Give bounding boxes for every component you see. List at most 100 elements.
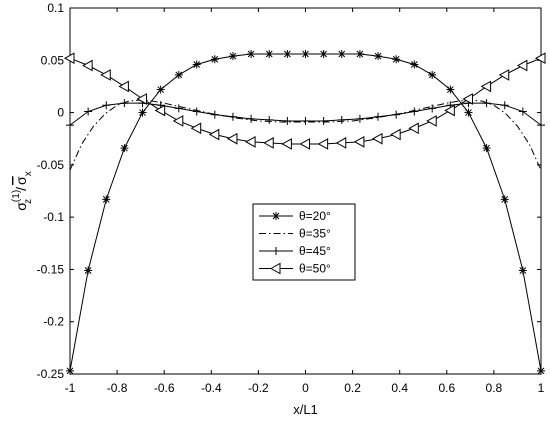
series-3 bbox=[66, 99, 545, 130]
plot-frame bbox=[69, 7, 542, 375]
data-point bbox=[408, 122, 419, 135]
x-axis-label: x/L1 bbox=[293, 402, 318, 417]
x-tick-label: 0.8 bbox=[486, 381, 503, 395]
data-point bbox=[500, 195, 509, 204]
data-point bbox=[102, 195, 111, 204]
data-point bbox=[265, 115, 274, 124]
data-point bbox=[100, 69, 111, 81]
data-point bbox=[537, 121, 545, 130]
data-point bbox=[245, 136, 256, 148]
series-line bbox=[69, 99, 542, 171]
data-point bbox=[192, 107, 201, 116]
ylabel-denominator-sub: x bbox=[23, 171, 34, 176]
data-point bbox=[498, 69, 510, 81]
x-tick-label: 0.2 bbox=[344, 381, 361, 395]
data-point bbox=[120, 144, 129, 153]
data-point bbox=[84, 107, 93, 116]
x-tick-label: -0.8 bbox=[107, 381, 128, 395]
data-point bbox=[210, 110, 219, 119]
ylabel-sup: (1) bbox=[11, 190, 22, 202]
data-point bbox=[283, 50, 292, 59]
y-tick-label: 0 bbox=[57, 106, 64, 120]
data-point bbox=[392, 55, 401, 64]
data-point bbox=[84, 266, 93, 275]
data-point bbox=[337, 115, 346, 124]
data-point bbox=[174, 70, 183, 79]
data-point bbox=[120, 99, 129, 108]
data-point bbox=[317, 138, 329, 150]
data-point bbox=[228, 112, 237, 121]
data-point bbox=[353, 136, 365, 148]
data-point bbox=[355, 50, 364, 59]
data-point bbox=[118, 80, 129, 93]
data-point bbox=[82, 59, 93, 72]
x-tick-label: 0 bbox=[302, 381, 309, 395]
data-point bbox=[410, 60, 419, 69]
legend-label: θ=50° bbox=[299, 262, 331, 276]
ylabel-sub: z bbox=[23, 199, 34, 204]
data-point bbox=[269, 262, 281, 275]
x-tick-label: 0.6 bbox=[438, 381, 455, 395]
legend-label: θ=20° bbox=[299, 209, 331, 223]
data-point bbox=[537, 366, 545, 375]
data-point bbox=[446, 85, 455, 94]
data-point bbox=[319, 50, 328, 59]
data-point bbox=[208, 128, 220, 141]
y-axis-label-text: σ(1)z/σx bbox=[11, 171, 34, 210]
data-point bbox=[172, 115, 184, 127]
data-point bbox=[410, 107, 419, 116]
series-1 bbox=[66, 50, 545, 375]
data-point bbox=[66, 366, 74, 375]
data-point bbox=[518, 266, 527, 275]
legend: θ=20° θ=35° θ=45° θ=50° bbox=[252, 203, 356, 281]
data-point bbox=[500, 101, 509, 110]
data-point bbox=[444, 104, 455, 117]
data-point bbox=[374, 112, 383, 121]
x-tick-label: -0.6 bbox=[154, 381, 175, 395]
legend-item: θ=50° bbox=[259, 262, 331, 276]
x-axis: -1 -0.8 -0.6 -0.4 -0.2 0 0.2 0.4 0.6 0.8 1 bbox=[65, 8, 545, 395]
y-axis: -0.25 -0.2 -0.15 -0.1 -0.05 0 0.05 0.1 bbox=[37, 1, 541, 381]
data-point bbox=[228, 52, 237, 61]
data-point bbox=[281, 138, 292, 150]
data-point bbox=[272, 212, 280, 220]
data-point bbox=[426, 115, 437, 127]
data-point bbox=[482, 144, 491, 153]
data-point bbox=[154, 104, 166, 117]
data-point bbox=[462, 93, 473, 105]
data-point bbox=[534, 52, 546, 65]
y-tick-label: 0.1 bbox=[47, 1, 64, 15]
data-point bbox=[480, 80, 492, 93]
data-point bbox=[136, 93, 148, 105]
data-point bbox=[156, 85, 165, 94]
x-tick-label: 0.4 bbox=[391, 381, 408, 395]
data-point bbox=[265, 50, 274, 59]
data-point bbox=[247, 50, 256, 59]
data-point bbox=[428, 70, 437, 79]
data-point bbox=[301, 116, 310, 125]
data-point bbox=[372, 132, 383, 145]
data-point bbox=[263, 137, 274, 149]
ylabel-slash: / bbox=[13, 187, 29, 191]
data-point bbox=[464, 108, 473, 117]
data-point bbox=[355, 114, 364, 123]
data-point bbox=[226, 132, 238, 145]
series-2 bbox=[69, 99, 542, 171]
data-point bbox=[192, 60, 201, 69]
y-tick-label: -0.1 bbox=[43, 210, 64, 224]
data-point bbox=[272, 247, 280, 255]
x-tick-label: 1 bbox=[538, 381, 545, 395]
data-point bbox=[319, 116, 328, 125]
data-point bbox=[138, 108, 147, 117]
y-axis-label: σ(1)z/σx bbox=[11, 171, 34, 210]
ylabel-denominator: σ bbox=[13, 176, 29, 185]
data-point bbox=[63, 52, 75, 65]
x-tick-label: -0.2 bbox=[248, 381, 269, 395]
data-point bbox=[174, 104, 183, 113]
data-point bbox=[66, 121, 74, 130]
data-point bbox=[374, 52, 383, 61]
data-point bbox=[247, 114, 256, 123]
y-tick-label: -0.15 bbox=[37, 262, 65, 276]
y-tick-label: -0.05 bbox=[37, 158, 65, 172]
